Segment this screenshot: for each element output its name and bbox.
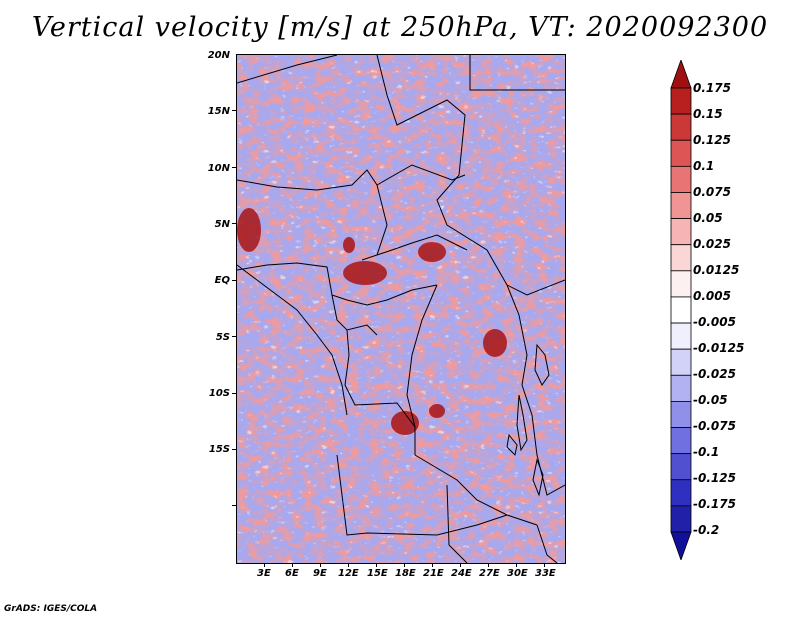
colorbar-label: 0.005 [693,289,731,303]
lat-label: EQ [214,275,230,286]
lon-label: 21E [423,568,444,579]
map-field [237,55,565,563]
colorbar-segment [670,296,692,324]
colorbar-label: -0.025 [693,367,736,381]
colorbar-label: 0.025 [693,237,731,251]
colorbar-label: 0.125 [693,133,731,147]
lat-tick [232,505,236,506]
lon-tick [544,563,545,567]
lon-label: 3E [257,568,271,579]
colorbar-segment [670,192,692,219]
lat-label: 10S [208,388,230,399]
lon-label: 15E [367,568,388,579]
colorbar-label: 0.075 [693,185,731,199]
lon-label: 6E [285,568,299,579]
colorbar-segment [670,401,692,428]
lat-tick [232,393,236,394]
lon-tick [376,563,377,567]
lat-tick [232,167,236,168]
colorbar-label: -0.075 [693,419,736,433]
velocity-map [236,54,566,564]
lat-tick [232,336,236,337]
lon-label: 24E [451,568,472,579]
colorbar-segment [670,348,692,376]
colorbar-label: -0.1 [693,445,720,459]
colorbar-segment [670,165,692,193]
colorbar-label: 0.15 [693,107,723,121]
colorbar-top-arrow [670,60,692,89]
lon-label: 27E [479,568,500,579]
lat-label: 20N [207,50,230,61]
colorbar-label: 0.175 [693,81,731,95]
colorbar-segment [670,479,692,507]
colorbar-segment [670,322,692,350]
lon-tick [460,563,461,567]
lon-tick [292,563,293,567]
lon-tick [320,563,321,567]
lat-label: 5N [214,219,230,230]
colorbar-segment [670,244,692,272]
credit-text: GrADS: IGES/COLA [4,604,98,614]
colorbar-label: -0.125 [693,471,736,485]
colorbar-segment [670,374,692,402]
lon-tick [432,563,433,567]
lon-tick [488,563,489,567]
lon-label: 9E [313,568,327,579]
colorbar-segment [670,87,692,115]
colorbar-label: 0.05 [693,211,723,225]
colorbar-segment [670,505,692,533]
lon-tick [264,563,265,567]
lat-tick [232,280,236,281]
lon-tick [404,563,405,567]
colorbar-label: -0.05 [693,393,728,407]
lat-tick [232,449,236,450]
lat-label: 15S [208,444,230,455]
country-borders [237,55,565,563]
colorbar-segment [670,218,692,246]
colorbar-segment [670,139,692,167]
colorbar-segment [670,113,692,141]
colorbar-label: -0.175 [693,497,736,511]
lon-label: 18E [395,568,416,579]
lon-label: 30E [507,568,528,579]
colorbar-label: 0.0125 [693,263,740,277]
lat-label: 5S [215,332,230,343]
colorbar-label: -0.0125 [693,341,745,355]
colorbar-bottom-arrow [670,531,692,560]
lon-tick [348,563,349,567]
colorbar-label: 0.1 [693,159,715,173]
lon-label: 12E [338,568,359,579]
colorbar-label: -0.2 [693,523,720,537]
colorbar-label: -0.005 [693,315,736,329]
lat-tick [232,110,236,111]
lat-tick [232,223,236,224]
chart-title: Vertical velocity [m/s] at 250hPa, VT: 2… [31,12,769,43]
lon-label: 33E [535,568,556,579]
lat-label: 15N [207,106,230,117]
lakes [506,343,550,497]
colorbar [670,60,692,560]
colorbar-segment [670,427,692,455]
lat-label: 10N [207,163,230,174]
colorbar-segment [670,453,692,481]
colorbar-segment [670,270,692,298]
lon-tick [516,563,517,567]
